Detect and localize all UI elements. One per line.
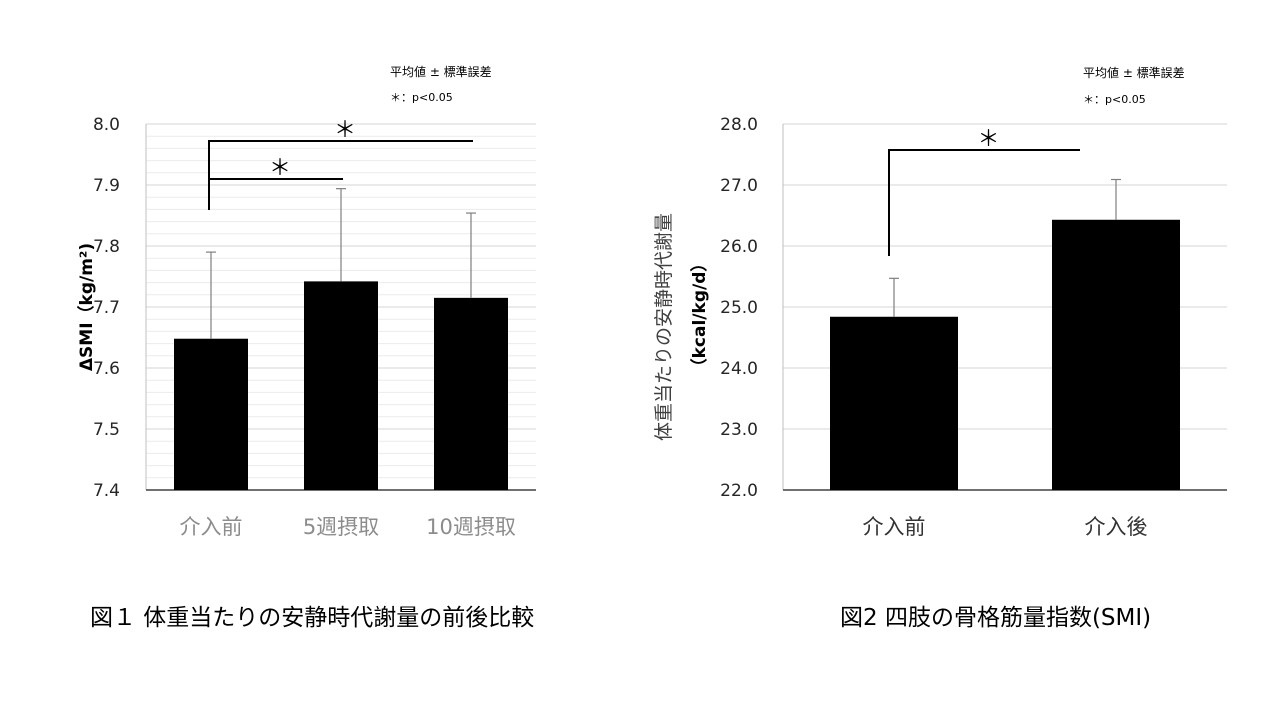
significance-label: ＊	[269, 156, 291, 181]
chart-1-x-tick-labels: 介入前 5週摂取 10週摂取	[180, 515, 516, 539]
significance-bracket	[888, 149, 1080, 256]
chart-1-note-1: 平均値 ± 標準誤差	[390, 64, 492, 79]
chart-1-caption: 図１ 体重当たりの安静時代謝量の前後比較	[90, 605, 534, 631]
significance-label: ＊	[977, 127, 999, 152]
bar	[304, 281, 378, 490]
y-tick-label: 24.0	[720, 359, 758, 379]
bar	[1052, 219, 1180, 490]
significance-label: ＊	[334, 118, 356, 143]
y-tick-label: 25.0	[720, 298, 758, 318]
x-tick-label: 10週摂取	[426, 515, 516, 539]
chart-2-caption: 図2 四肢の骨格筋量指数(SMI)	[840, 605, 1151, 631]
significance-bracket	[208, 178, 343, 210]
y-tick-label: 23.0	[720, 420, 758, 440]
chart-2-y-tick-labels: 22.0 23.0 24.0 25.0 26.0 27.0 28.0	[720, 115, 758, 501]
x-tick-label: 5週摂取	[303, 515, 379, 539]
chart-1-y-axis-label: ΔSMI（kg/m²)	[76, 243, 97, 371]
bar	[434, 297, 508, 490]
x-tick-label: 介入後	[1085, 515, 1148, 539]
chart-2-y-axis-label-line1: 体重当たりの安静時代謝量	[653, 213, 675, 441]
chart-1-significance: ＊＊	[208, 118, 473, 210]
y-tick-label: 28.0	[720, 115, 758, 135]
y-tick-label: 22.0	[720, 481, 758, 501]
chart-2-significance: ＊	[888, 127, 1080, 256]
chart-2-bars	[830, 178, 1180, 490]
y-tick-label: 7.6	[93, 359, 120, 379]
y-tick-label: 8.0	[93, 115, 120, 135]
chart-1-y-tick-labels: 7.4 7.5 7.6 7.7 7.8 7.9 8.0	[93, 115, 120, 501]
chart-2-note-2: ＊：p<0.05	[1083, 93, 1146, 106]
chart-1-bars	[174, 188, 508, 490]
significance-bracket	[208, 140, 473, 210]
bar	[174, 338, 248, 490]
bar	[830, 316, 958, 490]
y-tick-label: 7.5	[93, 420, 120, 440]
chart-1-note-2: ＊：p<0.05	[390, 91, 453, 104]
x-tick-label: 介入前	[863, 515, 926, 539]
y-tick-label: 26.0	[720, 237, 758, 257]
y-tick-label: 7.9	[93, 176, 120, 196]
y-tick-label: 7.4	[93, 481, 120, 501]
x-tick-label: 介入前	[180, 515, 243, 539]
y-tick-label: 27.0	[720, 176, 758, 196]
y-tick-label: 7.8	[93, 237, 120, 257]
chart-2-x-tick-labels: 介入前 介入後	[863, 515, 1148, 539]
chart-2-note-1: 平均値 ± 標準誤差	[1083, 65, 1185, 80]
y-tick-label: 7.7	[93, 298, 120, 318]
chart-2-y-axis-label-line2: （kcal/kg/d）	[689, 255, 710, 376]
